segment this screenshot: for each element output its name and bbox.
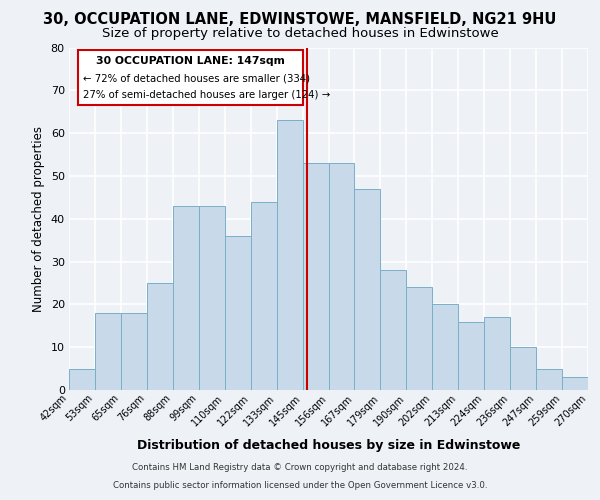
Text: 27% of semi-detached houses are larger (124) →: 27% of semi-detached houses are larger (… [83, 90, 331, 101]
Bar [225, 236, 251, 390]
Text: 30 OCCUPATION LANE: 147sqm: 30 OCCUPATION LANE: 147sqm [96, 56, 285, 66]
Y-axis label: Number of detached properties: Number of detached properties [32, 126, 45, 312]
Bar [536, 368, 562, 390]
Text: Contains HM Land Registry data © Crown copyright and database right 2024.: Contains HM Land Registry data © Crown c… [132, 464, 468, 472]
Bar [380, 270, 406, 390]
Bar [173, 206, 199, 390]
Bar [199, 206, 224, 390]
Bar [484, 317, 510, 390]
Bar [95, 313, 121, 390]
Bar [69, 368, 95, 390]
Bar [458, 322, 484, 390]
Bar [510, 347, 536, 390]
Bar [433, 304, 458, 390]
Text: 30, OCCUPATION LANE, EDWINSTOWE, MANSFIELD, NG21 9HU: 30, OCCUPATION LANE, EDWINSTOWE, MANSFIE… [43, 12, 557, 28]
Text: ← 72% of detached houses are smaller (334): ← 72% of detached houses are smaller (33… [83, 73, 310, 83]
Bar [121, 313, 147, 390]
FancyBboxPatch shape [78, 50, 304, 106]
Bar [355, 189, 380, 390]
Text: Size of property relative to detached houses in Edwinstowe: Size of property relative to detached ho… [101, 28, 499, 40]
Bar [302, 163, 329, 390]
Bar [406, 287, 432, 390]
Text: Contains public sector information licensed under the Open Government Licence v3: Contains public sector information licen… [113, 481, 487, 490]
Bar [329, 163, 355, 390]
Bar [562, 377, 588, 390]
X-axis label: Distribution of detached houses by size in Edwinstowe: Distribution of detached houses by size … [137, 439, 520, 452]
Bar [147, 283, 173, 390]
Bar [277, 120, 302, 390]
Bar [251, 202, 277, 390]
